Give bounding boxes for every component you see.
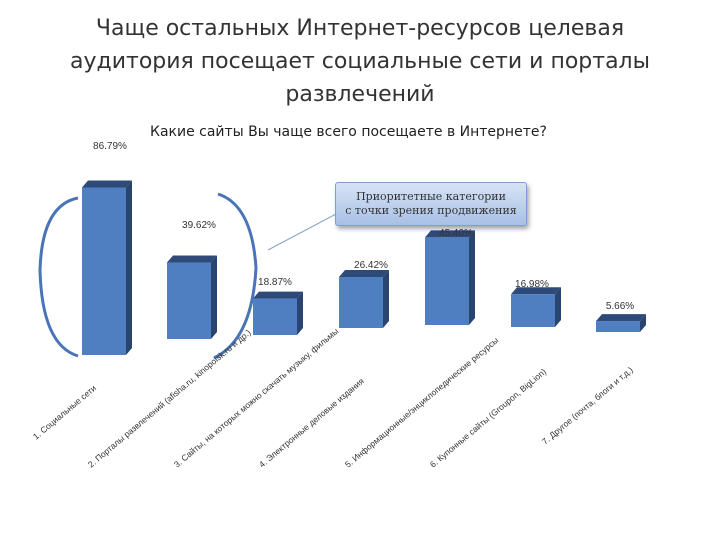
category-label: 1. Социальные сети <box>31 383 98 442</box>
bar-side <box>469 230 475 325</box>
bar-7 <box>596 314 646 332</box>
left-bracket <box>38 196 79 358</box>
bar-6 <box>511 287 561 327</box>
bar-top <box>511 287 561 295</box>
priority-callout: Приоритетные категории с точки зрения пр… <box>335 182 527 226</box>
value-label: 86.79% <box>93 141 127 152</box>
value-label: 16.98% <box>515 279 549 290</box>
value-label: 26.42% <box>354 260 388 271</box>
value-label: 45.40% <box>439 228 473 239</box>
category-label: 3. Сайты, на которых можно скачать музык… <box>172 326 340 470</box>
bar-side <box>640 314 646 332</box>
bar-front <box>425 237 469 325</box>
slide-title-line-3: развлечений <box>285 82 435 107</box>
chart-title: Какие сайты Вы чаще всего посещаете в Ин… <box>150 124 547 140</box>
bar-3 <box>253 291 303 335</box>
right-bracket <box>213 192 258 360</box>
callout-pointer-line <box>267 213 337 251</box>
callout-line-2: с точки зрения продвижения <box>345 204 517 217</box>
bar-top <box>167 255 217 263</box>
bar-front <box>339 277 383 328</box>
value-label: 5.66% <box>606 301 634 312</box>
bar-4 <box>339 270 389 328</box>
bar-top <box>253 291 303 299</box>
value-label: 18.87% <box>258 277 292 288</box>
bar-top <box>339 270 389 278</box>
bar-front <box>253 298 297 335</box>
slide-title-line-2: аудитория посещает социальные сети и пор… <box>70 49 650 74</box>
bar-front <box>167 262 211 339</box>
bar-side <box>211 255 217 339</box>
bar-top <box>425 230 475 238</box>
category-label: 5. Информационные/энциклопедические ресу… <box>343 335 501 469</box>
bar-front <box>82 187 126 355</box>
bar-front <box>596 321 640 332</box>
callout-line-1: Приоритетные категории <box>356 190 506 203</box>
bar-2 <box>167 255 217 339</box>
slide-title-line-1: Чаще остальных Интернет-ресурсов целевая <box>95 16 625 41</box>
bar-side <box>555 287 561 327</box>
bar-top <box>596 314 646 322</box>
bar-side <box>297 291 303 335</box>
value-label: 39.62% <box>182 220 216 231</box>
bar-front <box>511 294 555 327</box>
bar-side <box>126 180 132 355</box>
slide-title: Чаще остальных Интернет-ресурсов целевая… <box>20 12 700 111</box>
bar-1 <box>82 180 132 355</box>
bar-top <box>82 180 132 188</box>
bar-side <box>383 270 389 328</box>
category-label: 7. Другое (почта, блоги и т.д.) <box>540 365 635 447</box>
bar-5 <box>425 230 475 325</box>
